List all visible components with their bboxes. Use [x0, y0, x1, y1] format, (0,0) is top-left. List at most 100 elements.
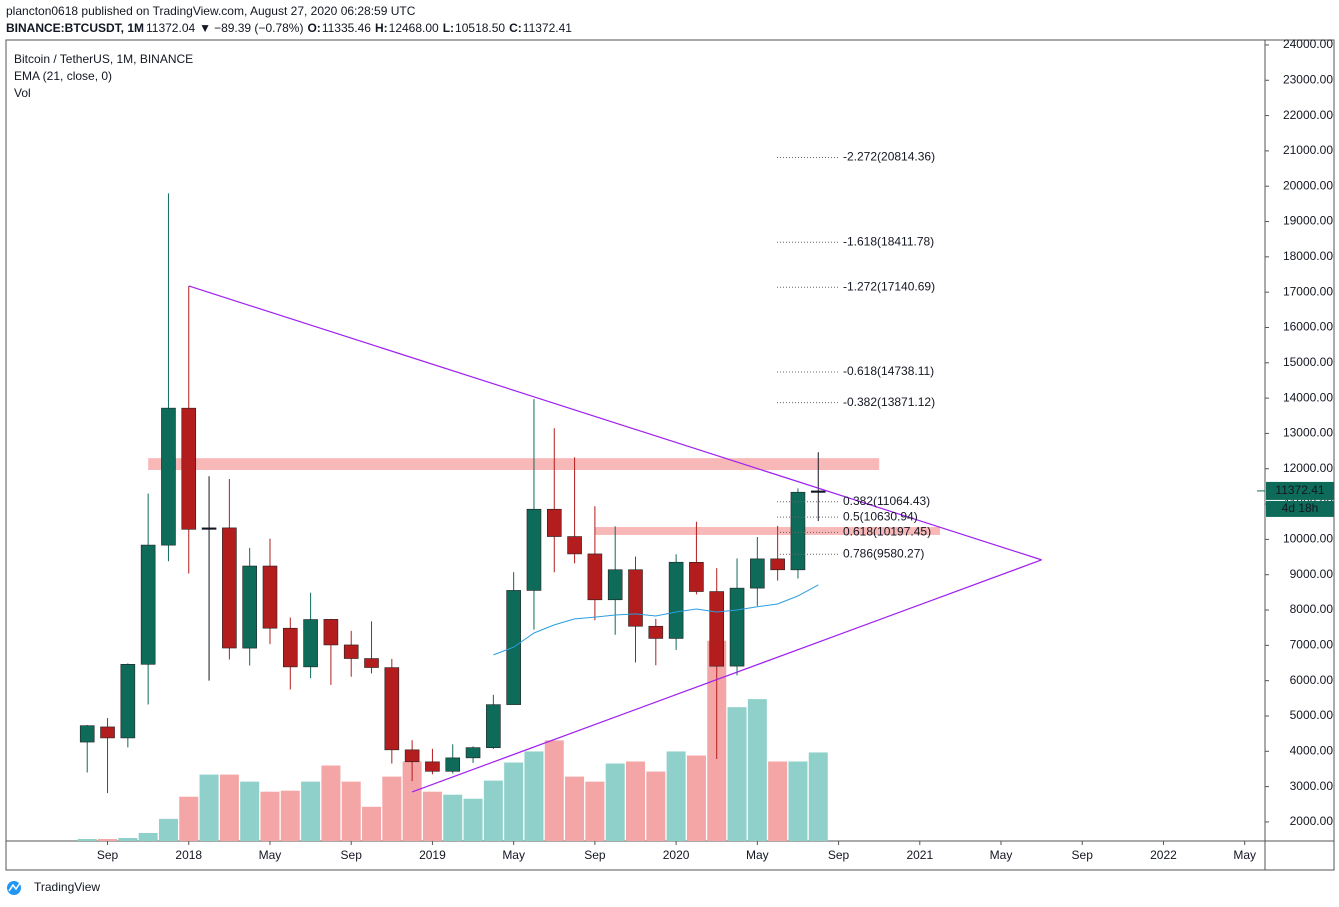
volume-bar: [280, 790, 300, 841]
resistance-zone: [594, 527, 941, 535]
ohlc-value: 11372.41: [523, 21, 572, 35]
volume-bar: [77, 838, 97, 841]
candle-body: [262, 565, 278, 629]
logo: [7, 881, 21, 895]
ohlc-value: 11335.46: [322, 21, 371, 35]
resistance-zone: [148, 458, 880, 470]
fib-label: 0.786(9580.27): [843, 546, 924, 560]
candle-body: [445, 757, 461, 772]
ema-line: [493, 584, 819, 656]
y-tick-label: 22000.00: [1283, 108, 1333, 122]
logo-mark: [8, 882, 21, 892]
volume-bar: [260, 791, 280, 841]
fib-label: -1.272(17140.69): [843, 279, 935, 293]
y-tick-label: 15000.00: [1283, 355, 1333, 369]
volume-bar: [422, 791, 442, 841]
fib-label: -0.618(14738.11): [843, 364, 934, 378]
volume-bar: [179, 796, 199, 841]
y-tick-label: 14000.00: [1283, 390, 1333, 404]
x-tick-label: May: [746, 848, 769, 862]
candle-body: [161, 407, 176, 546]
x-tick-label: May: [1233, 848, 1256, 862]
volume-bar: [565, 776, 585, 841]
y-tick-label: 9000.00: [1290, 567, 1334, 581]
x-tick-label: 2022: [1150, 848, 1177, 862]
x-tick-label: May: [259, 848, 282, 862]
legend-vol: Vol: [14, 86, 31, 100]
candle-body: [465, 747, 481, 759]
frame: [5, 39, 1335, 871]
candle-body: [587, 553, 603, 601]
volume-bar: [240, 781, 260, 841]
last-price-box: [1266, 481, 1334, 500]
publisher: plancton0618 published on TradingView.co…: [6, 4, 416, 18]
candle-body: [770, 558, 785, 571]
x-tick-label: Sep: [97, 848, 119, 862]
volume-bar: [402, 761, 422, 841]
volume-bar: [382, 776, 402, 841]
candle-body: [790, 491, 806, 571]
y-tick-label: 21000.00: [1283, 143, 1333, 157]
y-tick-label: 17000.00: [1283, 284, 1333, 298]
candle-body: [668, 561, 684, 639]
volume-bar: [321, 765, 341, 841]
fib-label: 0.382(11064.43): [843, 494, 930, 508]
x-tick-label: 2020: [663, 848, 690, 862]
change: −89.39 (−0.78%): [214, 21, 303, 35]
candle-body: [364, 658, 379, 668]
volume-bar: [199, 774, 219, 841]
candle-body: [404, 749, 420, 763]
y-tick-label: 2000.00: [1290, 814, 1334, 828]
volume-bar: [768, 761, 788, 841]
candle-body: [729, 587, 745, 667]
fib-label: 0.618(10197.45): [843, 525, 931, 539]
volume-bar: [808, 752, 828, 841]
y-tick-label: 20000.00: [1283, 178, 1333, 192]
y-tick-label: 16000.00: [1283, 320, 1333, 334]
candle-body: [242, 565, 257, 649]
fib-label: 0.5(10630.94): [843, 509, 918, 523]
candle-body: [120, 664, 136, 739]
countdown: 4d 18h: [1282, 501, 1319, 515]
trendline: [188, 285, 1042, 561]
x-tick-label: 2021: [906, 848, 933, 862]
volume-bar: [686, 755, 706, 841]
fib-label: -0.382(13871.12): [843, 395, 935, 409]
x-tick-label: Sep: [828, 848, 850, 862]
candle-body: [607, 569, 623, 601]
volume-bar: [585, 781, 605, 841]
candle-body: [100, 726, 115, 739]
candle-body: [384, 667, 400, 751]
candle-body: [282, 627, 298, 668]
volume-bar: [443, 794, 463, 841]
logo-icon: [7, 881, 21, 895]
ohlc-label: L:: [443, 21, 454, 35]
legend-ema: EMA (21, close, 0): [14, 69, 112, 83]
last-price-label: 11372.41: [1275, 483, 1324, 497]
candle-body: [689, 561, 704, 592]
volume-bar: [98, 838, 118, 841]
candle-body: [750, 558, 765, 589]
candle-body: [140, 544, 156, 665]
y-tick-label: 13000.00: [1283, 426, 1333, 440]
y-tick-label: 24000.00: [1283, 37, 1333, 51]
x-tick-label: 2019: [419, 848, 446, 862]
volume-bar: [301, 781, 321, 841]
volume-bar: [483, 780, 503, 841]
volume-bar: [138, 832, 158, 841]
candle-body: [222, 527, 237, 649]
volume-bar: [544, 740, 564, 841]
candle-body: [546, 508, 562, 537]
candle-body: [181, 407, 197, 530]
countdown-box: [1266, 500, 1334, 517]
legend-symbol: Bitcoin / TetherUS, 1M, BINANCE: [14, 52, 193, 66]
volume-bar: [118, 837, 138, 841]
x-tick-label: 2018: [175, 848, 202, 862]
x-tick-label: May: [990, 848, 1013, 862]
y-tick-label: 6000.00: [1290, 673, 1334, 687]
volume-bar: [463, 798, 483, 841]
trendline: [411, 559, 1042, 793]
ohlc-label: C:: [509, 21, 522, 35]
volume-bar: [727, 707, 747, 841]
